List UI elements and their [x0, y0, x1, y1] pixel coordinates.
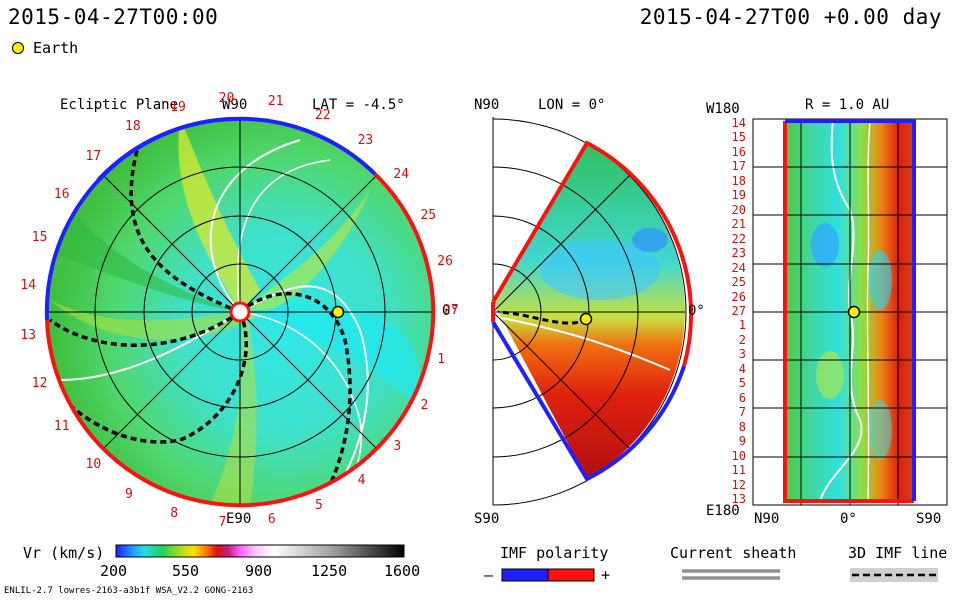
imf-polarity-title: IMF polarity: [500, 544, 609, 562]
earth-marker-icon: [12, 42, 24, 54]
carrington-number: 20: [218, 91, 235, 107]
radial-row-label: 24: [731, 260, 746, 275]
imf-line-swatch: [850, 568, 938, 582]
carrington-number: 13: [20, 327, 37, 343]
radial-row-label: 20: [731, 202, 746, 217]
colorbar-tick-1600: 1600: [384, 562, 421, 580]
radial-row-label: 25: [731, 275, 746, 290]
earth-legend-label: Earth: [33, 39, 79, 57]
radial-bottom-label: E180: [706, 503, 740, 519]
radial-row-label: 15: [731, 130, 746, 145]
speed-colorbar: [115, 544, 405, 558]
ecliptic-plane-plot: [44, 116, 436, 508]
carrington-number: 12: [31, 375, 48, 391]
carrington-number: 5: [314, 497, 323, 513]
carrington-number: 15: [31, 230, 48, 246]
imf-negative-swatch: [501, 568, 549, 582]
current-sheath-title: Current sheath: [670, 544, 797, 562]
radial-row-label: 21: [731, 217, 746, 232]
radial-x-label-north: N90: [754, 511, 780, 527]
carrington-number: 23: [357, 132, 374, 148]
carrington-number: 3: [393, 439, 402, 455]
ecliptic-top-label: W90: [222, 97, 248, 113]
carrington-number: 11: [53, 419, 70, 435]
colorbar-tick-550: 550: [172, 562, 200, 580]
radial-title: R = 1.0 AU: [805, 97, 890, 113]
imf-line-title: 3D IMF line: [848, 544, 948, 562]
header-time-right: 2015-04-27T00 +0.00 day: [639, 5, 942, 29]
radial-top-label: W180: [706, 101, 740, 117]
radial-row-label: 12: [731, 477, 746, 492]
radial-row-label: 19: [731, 188, 746, 203]
current-sheath-swatch: [682, 569, 780, 580]
carrington-number: 10: [85, 457, 102, 473]
colorbar-tick-1250: 1250: [311, 562, 348, 580]
meridional-lon-label: LON = 0°: [538, 97, 606, 113]
radial-row-label: 4: [738, 361, 746, 376]
radial-row-label: 3: [738, 347, 746, 362]
radial-row-label: 7: [738, 405, 746, 420]
model-info-footer: ENLIL-2.7 lowres-2163-a3b1f WSA_V2.2 GON…: [4, 586, 254, 596]
colorbar-tick-900: 900: [245, 562, 273, 580]
meridional-earth-marker: [579, 312, 593, 326]
colorbar-tick-200: 200: [100, 562, 128, 580]
radial-row-label: 11: [731, 463, 746, 478]
meridional-right-label: 0°: [688, 303, 705, 319]
carrington-number: 4: [357, 473, 366, 489]
carrington-number: 26: [437, 254, 453, 270]
carrington-number: 24: [393, 166, 410, 182]
radial-row-label: 27: [731, 304, 746, 318]
radial-row-label: 23: [731, 246, 746, 261]
radial-row-label: 16: [731, 144, 746, 159]
radial-row-label: 22: [731, 231, 746, 246]
radial-row-label: 14: [731, 116, 746, 130]
carrington-number: 1: [437, 351, 446, 367]
carrington-number: 27: [443, 303, 459, 318]
carrington-number: 2: [420, 398, 429, 414]
carrington-number: 6: [267, 511, 276, 527]
radial-row-label: 18: [731, 173, 746, 188]
radial-row-label: 1: [738, 318, 746, 333]
carrington-number: 21: [267, 94, 284, 110]
radial-row-label: 10: [731, 448, 746, 463]
carrington-number: 19: [170, 99, 186, 115]
radial-earth-marker: [847, 305, 861, 319]
radial-row-label: 8: [738, 419, 746, 434]
earth-legend: Earth: [12, 39, 78, 57]
radial-row-label: 5: [738, 376, 746, 391]
radial-row-label: 13: [731, 492, 746, 506]
radial-row-label: 26: [731, 289, 746, 304]
radial-row-label: 2: [738, 332, 746, 347]
ecliptic-right-label: 0°: [442, 303, 459, 319]
carrington-number: 18: [125, 119, 141, 135]
imf-positive-swatch: [547, 568, 595, 582]
carrington-number: 7: [218, 514, 227, 530]
radial-row-label: 17: [731, 159, 746, 174]
carrington-number: 14: [20, 278, 37, 294]
meridional-top-label: N90: [474, 97, 500, 113]
ecliptic-lat-label: LAT = -4.5°: [312, 97, 405, 113]
meridional-bottom-label: S90: [474, 511, 500, 527]
ecliptic-speed-field: [47, 119, 433, 505]
radial-strip-plot: [752, 118, 948, 506]
meridional-plane-plot: [491, 117, 693, 506]
carrington-number: 22: [314, 108, 331, 124]
imf-plus-sign: +: [601, 566, 611, 584]
carrington-number: 25: [420, 207, 437, 223]
carrington-number: 9: [125, 486, 133, 502]
carrington-number: 8: [170, 506, 179, 522]
radial-x-label-zero: 0°: [840, 511, 857, 527]
colorbar-label: Vr (km/s): [23, 544, 105, 562]
radial-x-label-south: S90: [916, 511, 942, 527]
ecliptic-title: Ecliptic Plane: [60, 97, 179, 113]
ecliptic-earth-marker: [331, 305, 345, 319]
imf-minus-sign: –: [484, 566, 494, 584]
carrington-number: 16: [53, 186, 70, 202]
header-time-left: 2015-04-27T00:00: [8, 5, 219, 29]
ecliptic-bottom-label: E90: [226, 511, 252, 527]
radial-row-label: 9: [738, 434, 746, 449]
radial-row-label: 6: [738, 390, 746, 405]
carrington-number: 17: [85, 148, 102, 164]
